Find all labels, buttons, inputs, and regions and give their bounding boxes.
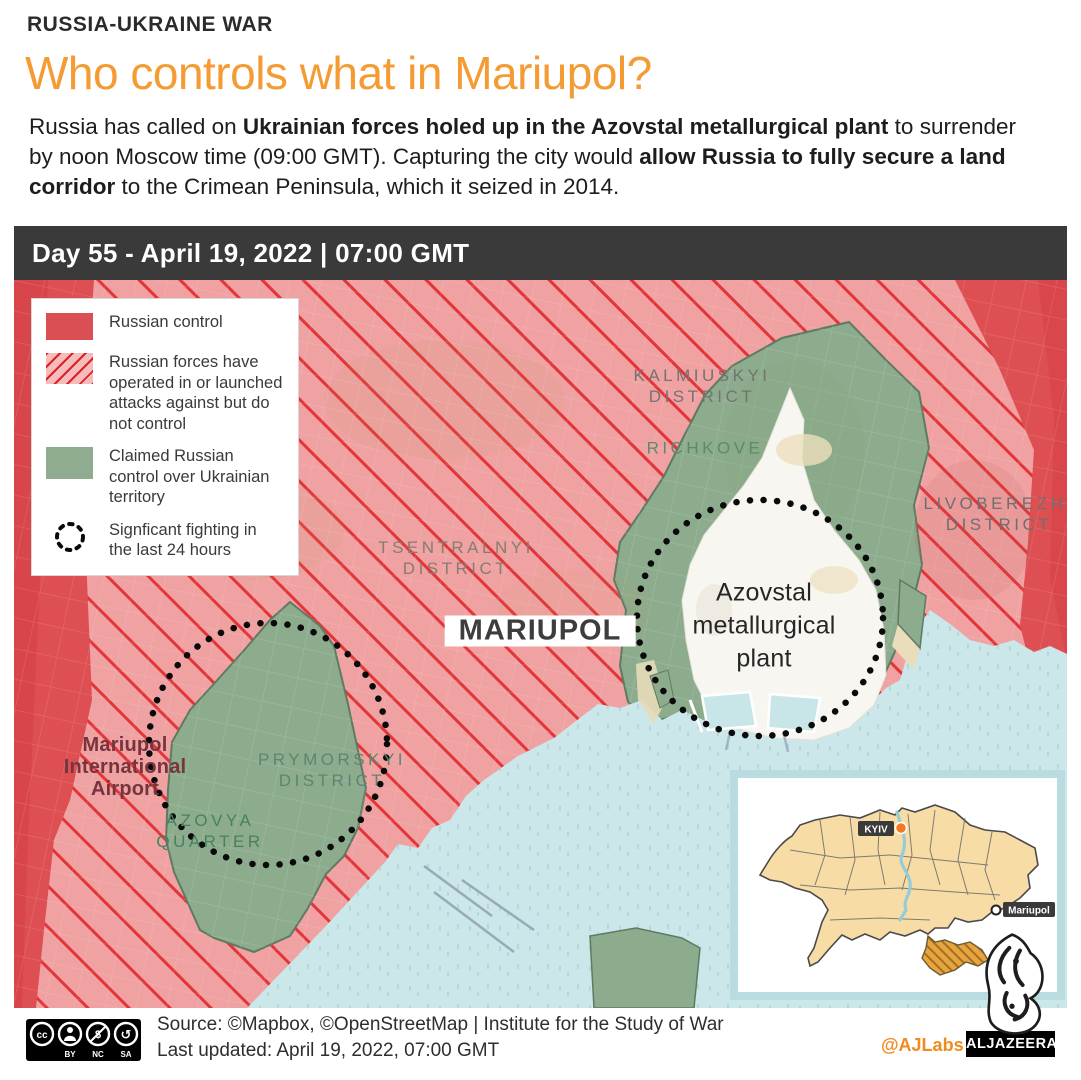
kicker: RUSSIA-UKRAINE WAR [27, 13, 273, 36]
kyiv-label: KYIV [864, 825, 888, 836]
cc-license-badge: cc $ ↺ BY NC SA [26, 1019, 141, 1066]
mariupol-label: Mariupol [1008, 906, 1050, 917]
intro-text: to the Crimean Peninsula, which it seize… [115, 174, 620, 199]
label-livoberezhi-district: LIVOBEREZHI DISTRICT [923, 494, 1067, 534]
intro-text: to surrender by noon Moscow time (09:00 … [29, 114, 1016, 169]
fighting-circle-prymorskyi [145, 619, 391, 869]
intro-bold-azovstal: Ukrainian forces holed up in the Azovsta… [242, 114, 889, 139]
aljazeera-flame-logo [972, 932, 1052, 1043]
intro-paragraph: Russia has called on Ukrainian forces ho… [29, 112, 1029, 202]
harbor-basin [700, 690, 758, 732]
mariupol-control-map: KALMIUSKYI DISTRICT RICHKOVE LIVOBEREZHI… [14, 280, 1067, 1008]
kyiv-label-box [858, 821, 894, 836]
label-richkove: RICHKOVE [646, 438, 764, 458]
fighting-circle-icon [46, 520, 93, 554]
last-updated: Last updated: April 19, 2022, 07:00 GMT [157, 1040, 500, 1061]
aljazeera-wordmark: ALJAZEERA [966, 1031, 1057, 1057]
legend-label: Signficant fighting in the last 24 hours [109, 520, 257, 560]
map-legend: Russian control Russian forces have oper… [31, 298, 299, 576]
claimed-control-swatch [46, 447, 93, 479]
russian-control-swatch [46, 313, 93, 340]
label-mariupol-airport: Mariupol International Airport [63, 734, 187, 800]
attacked-hatch-swatch [46, 353, 93, 384]
label-mariupol-city: MARIUPOL [444, 615, 636, 647]
fighting-circle-azovstal [633, 496, 887, 740]
intro-bold-corridor: allow Russia to fully secure a land corr… [29, 144, 1006, 199]
date-banner: Day 55 - April 19, 2022 | 07:00 GMT [14, 226, 1067, 280]
sa-arrow-icon: ↺ [121, 1028, 132, 1043]
dnipro-river [895, 810, 912, 922]
ajlabs-handle: @AJLabs [881, 1035, 964, 1055]
label-kalmiuskyi-district: KALMIUSKYI DISTRICT [633, 366, 771, 406]
legend-item-claimed: Claimed Russian control over Ukrainian t… [46, 446, 284, 508]
label-tsentralnyi-district: TSENTRALNYI DISTRICT [378, 538, 534, 578]
cc-by-label: BY [64, 1050, 76, 1059]
label-azovstal-plant: Azovstal metallurgical plant [692, 578, 836, 673]
label-azovya-quarter: AZOVYA QUARTER [156, 811, 264, 851]
page-title: Who controls what in Mariupol? [25, 47, 652, 99]
legend-item-attacked: Russian forces have operated in or launc… [46, 352, 284, 434]
by-person-icon [67, 1027, 73, 1033]
mariupol-dot [990, 904, 1002, 916]
mariupol-label-box [1003, 902, 1055, 917]
source-credit: Source: ©Mapbox, ©OpenStreetMap | Instit… [157, 1014, 724, 1035]
legend-item-russian-control: Russian control [46, 312, 284, 340]
cc-sa-label: SA [120, 1050, 131, 1059]
legend-label: Russian forces have operated in or launc… [109, 353, 283, 433]
legend-label: Russian control [109, 313, 223, 331]
kyiv-dot [894, 821, 908, 835]
label-prymorskyi-district: PRYMORSKYI DISTRICT [257, 750, 407, 790]
legend-item-fighting: Signficant fighting in the last 24 hours [46, 520, 284, 561]
intro-text: Russia has called on [29, 114, 243, 139]
legend-label: Claimed Russian control over Ukrainian t… [109, 447, 270, 506]
cc-icon: cc [36, 1030, 48, 1041]
cc-nc-label: NC [92, 1050, 104, 1059]
ukraine-locator-inset: KYIV Mariupol [730, 770, 1065, 1000]
harbor-basin [766, 692, 822, 734]
claimed-control-port-region [589, 927, 701, 1008]
ukraine-shape [758, 804, 1039, 968]
crimea-shape [921, 934, 989, 976]
